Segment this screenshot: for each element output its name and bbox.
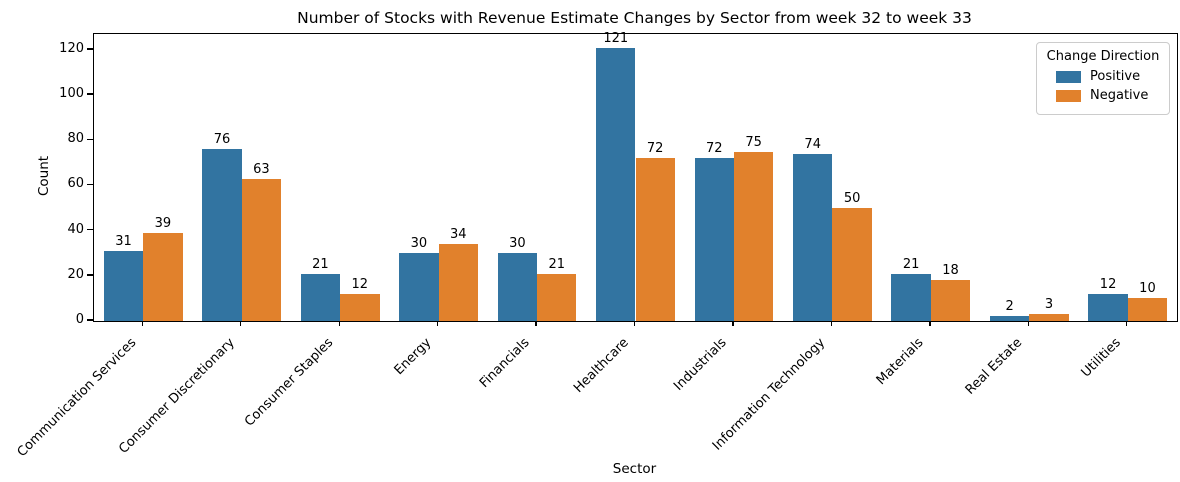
legend-item-negative: Negative <box>1056 88 1160 103</box>
bar-positive-utilities <box>1088 293 1128 321</box>
y-tick-label: 120 <box>59 40 84 56</box>
legend-label-negative: Negative <box>1090 88 1149 103</box>
legend-items: Positive Negative <box>1046 69 1160 103</box>
x-tick-mark <box>633 321 636 327</box>
bar-positive-consumer-staples <box>300 273 341 321</box>
x-tick-label-information-technology: Information Technology <box>710 335 829 454</box>
y-tick-mark <box>87 319 93 321</box>
legend-item-positive: Positive <box>1056 69 1160 84</box>
x-tick-mark <box>535 321 537 327</box>
bar-value-positive-consumer-discretionary: 76 <box>213 132 231 148</box>
bar-positive-real-estate <box>989 316 1030 321</box>
bar-value-positive-materials: 21 <box>902 256 920 272</box>
y-tick-mark <box>87 183 93 186</box>
y-tick-label: 40 <box>67 221 84 237</box>
bar-value-negative-healthcare: 72 <box>646 141 664 157</box>
x-tick-label-real-estate: Real Estate <box>962 335 1026 398</box>
plot-area: 31 76 21 30 30 121 72 74 21 2 12 39 63 12 34 21 72 75 50 18… <box>93 30 1178 322</box>
y-tick-mark <box>87 138 93 140</box>
bar-value-positive-real-estate: 2 <box>1005 299 1014 315</box>
x-tick-mark <box>338 321 340 327</box>
bar-value-negative-consumer-discretionary: 63 <box>253 161 270 177</box>
x-tick-mark <box>436 321 439 327</box>
bar-value-negative-information-technology: 50 <box>843 191 861 207</box>
legend-swatch-positive <box>1056 70 1081 83</box>
bar-negative-utilities <box>1127 298 1168 321</box>
bar-positive-consumer-discretionary <box>202 149 242 321</box>
y-tick-mark <box>87 229 93 231</box>
x-tick-label-energy: Energy <box>391 335 435 379</box>
bar-value-negative-industrials: 75 <box>745 134 762 150</box>
bar-positive-materials <box>891 273 931 321</box>
bar-value-positive-utilities: 12 <box>1099 276 1117 292</box>
legend-swatch-negative <box>1056 89 1081 102</box>
bar-value-negative-utilities: 10 <box>1139 281 1156 297</box>
bar-negative-industrials <box>733 151 774 321</box>
bar-negative-information-technology <box>832 208 872 321</box>
x-tick-mark <box>141 321 143 327</box>
bar-negative-healthcare <box>635 158 675 321</box>
y-tick-label: 80 <box>67 131 84 147</box>
x-tick-mark <box>929 321 931 327</box>
x-tick-label-materials: Materials <box>874 335 927 389</box>
bar-negative-real-estate <box>1029 314 1069 321</box>
bar-value-positive-information-technology: 74 <box>804 136 821 152</box>
x-tick-mark <box>1027 321 1029 327</box>
y-tick-mark <box>87 48 93 50</box>
x-tick-label-industrials: Industrials <box>671 335 730 394</box>
bar-positive-healthcare <box>596 47 636 321</box>
bar-value-negative-communication-services: 39 <box>154 215 172 231</box>
bar-negative-energy <box>438 244 478 321</box>
bar-negative-consumer-discretionary <box>241 178 282 321</box>
bar-positive-industrials <box>694 158 734 321</box>
bar-positive-information-technology <box>793 153 833 321</box>
bar-negative-financials <box>537 273 577 321</box>
x-axis-label: Sector <box>612 461 657 477</box>
x-tick-label-consumer-staples: Consumer Staples <box>241 335 337 430</box>
bar-value-positive-healthcare: 121 <box>603 30 629 46</box>
y-tick-mark <box>87 93 93 95</box>
bar-value-negative-consumer-staples: 12 <box>351 276 369 292</box>
bar-negative-communication-services <box>143 232 183 321</box>
bar-value-positive-consumer-staples: 21 <box>312 256 329 272</box>
x-tick-mark <box>1126 321 1128 327</box>
y-tick-label: 60 <box>67 176 84 192</box>
x-tick-label-consumer-discretionary: Consumer Discretionary <box>116 335 238 457</box>
legend-label-positive: Positive <box>1090 69 1141 84</box>
chart-title: Number of Stocks with Revenue Estimate C… <box>297 9 972 27</box>
bar-value-positive-industrials: 72 <box>705 141 723 157</box>
bar-value-positive-communication-services: 31 <box>115 233 132 249</box>
bar-positive-financials <box>497 253 538 321</box>
legend-title: Change Direction <box>1046 49 1160 64</box>
bar-value-negative-real-estate: 3 <box>1044 297 1054 313</box>
bar-positive-energy <box>399 253 439 321</box>
bar-value-positive-financials: 30 <box>509 236 526 252</box>
x-tick-mark <box>830 321 833 327</box>
bar-value-negative-energy: 34 <box>450 227 467 243</box>
bar-value-negative-financials: 21 <box>548 256 566 272</box>
y-axis-label: Count <box>36 155 52 197</box>
y-tick-label: 0 <box>75 312 84 327</box>
legend: Change Direction Positive Negative <box>1036 42 1170 115</box>
x-tick-mark <box>240 321 242 327</box>
bar-value-negative-materials: 18 <box>942 263 959 279</box>
y-tick-mark <box>87 274 93 276</box>
y-tick-label: 20 <box>67 266 84 282</box>
bar-positive-communication-services <box>103 250 144 321</box>
y-tick-label: 100 <box>59 86 84 102</box>
x-tick-mark <box>732 321 734 327</box>
x-tick-label-healthcare: Healthcare <box>570 335 632 397</box>
bar-value-positive-energy: 30 <box>410 236 428 252</box>
bar-negative-consumer-staples <box>340 293 380 321</box>
x-tick-label-utilities: Utilities <box>1078 335 1124 381</box>
bar-negative-materials <box>930 280 971 321</box>
x-tick-label-financials: Financials <box>477 335 533 391</box>
